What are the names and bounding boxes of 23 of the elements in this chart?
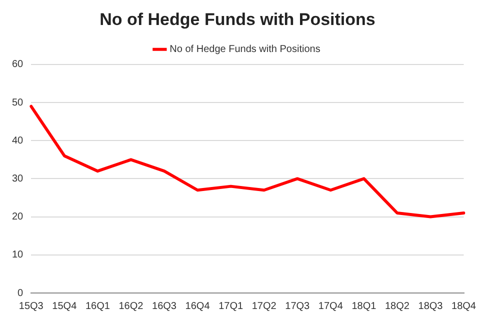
x-tick-label: 15Q4	[52, 300, 78, 312]
x-tick-label: 18Q1	[352, 300, 377, 312]
x-tick-label: 18Q2	[384, 300, 410, 312]
legend-label: No of Hedge Funds with Positions	[170, 44, 320, 56]
x-tick-label: 15Q3	[18, 300, 44, 312]
x-tick-label: 17Q1	[218, 300, 244, 312]
y-tick-label: 60	[12, 59, 24, 70]
y-tick-label: 50	[12, 97, 24, 108]
x-tick-label: 17Q3	[285, 300, 310, 312]
y-tick-label: 40	[12, 135, 24, 146]
x-tick-label: 18Q4	[452, 300, 476, 312]
x-tick-label: 16Q4	[185, 300, 210, 312]
y-tick-label: 20	[12, 212, 24, 223]
x-tick-label: 17Q2	[252, 300, 277, 312]
chart-title: No of Hedge Funds with Positions	[100, 10, 376, 29]
x-tick-label: 18Q3	[418, 300, 444, 312]
x-tick-label: 16Q1	[85, 300, 110, 312]
y-tick-label: 10	[12, 250, 24, 261]
y-tick-label: 0	[18, 288, 24, 299]
x-tick-label: 16Q3	[152, 300, 177, 312]
x-tick-label: 17Q4	[318, 300, 344, 312]
x-tick-label: 16Q2	[118, 300, 144, 312]
y-tick-label: 30	[12, 173, 24, 184]
